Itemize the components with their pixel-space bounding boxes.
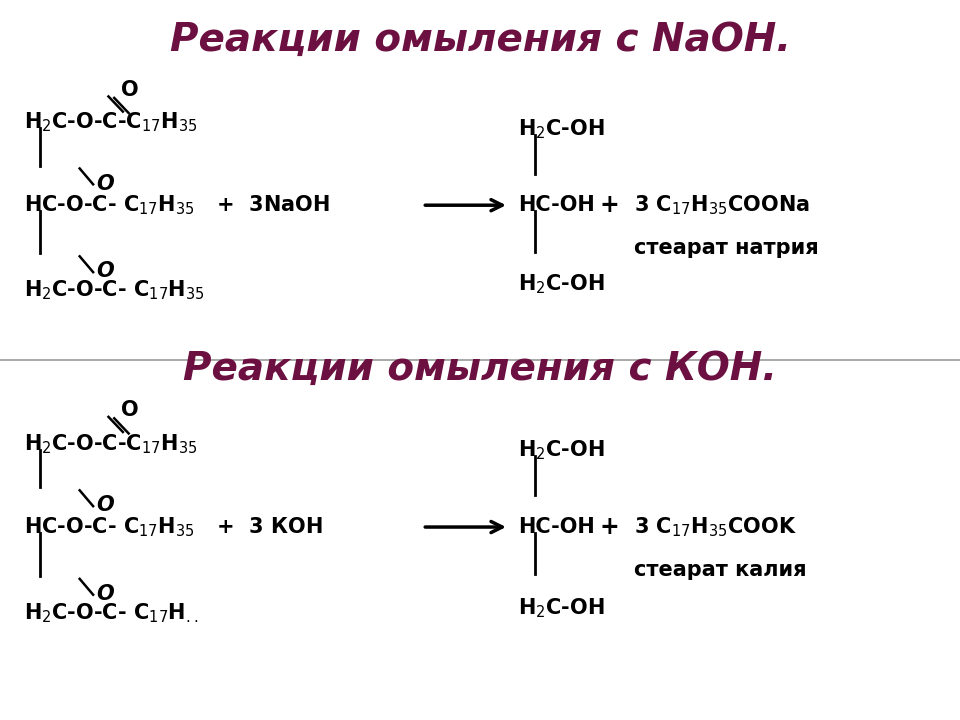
- Text: +: +: [600, 515, 619, 539]
- Text: Реакции омыления с КОН.: Реакции омыления с КОН.: [183, 350, 777, 387]
- Text: H$_2$C-O-C- C$_{17}$H$_{..}$: H$_2$C-O-C- C$_{17}$H$_{..}$: [24, 602, 199, 625]
- Text: O: O: [96, 495, 113, 516]
- Text: стеарат калия: стеарат калия: [634, 560, 806, 580]
- Text: 3 C$_{17}$H$_{35}$COOK: 3 C$_{17}$H$_{35}$COOK: [634, 516, 797, 539]
- Text: HC-OH: HC-OH: [518, 195, 595, 215]
- Text: HC-O-C- C$_{17}$H$_{35}$   +  3 КОН: HC-O-C- C$_{17}$H$_{35}$ + 3 КОН: [24, 516, 323, 539]
- Text: 3 C$_{17}$H$_{35}$COONa: 3 C$_{17}$H$_{35}$COONa: [634, 194, 809, 217]
- Text: HC-OH: HC-OH: [518, 517, 595, 537]
- Text: O: O: [96, 261, 113, 282]
- Text: O: O: [96, 174, 113, 194]
- Text: стеарат натрия: стеарат натрия: [634, 238, 818, 258]
- Text: H$_2$C-OH: H$_2$C-OH: [518, 273, 605, 296]
- Text: Реакции омыления с NaOH.: Реакции омыления с NaOH.: [170, 21, 790, 58]
- Text: +: +: [600, 193, 619, 217]
- Text: H$_2$C-O-C-C$_{17}$H$_{35}$: H$_2$C-O-C-C$_{17}$H$_{35}$: [24, 111, 198, 134]
- Text: H$_2$C-OH: H$_2$C-OH: [518, 438, 605, 462]
- Text: HC-O-C- C$_{17}$H$_{35}$   +  3NaOH: HC-O-C- C$_{17}$H$_{35}$ + 3NaOH: [24, 194, 330, 217]
- Text: H$_2$C-OH: H$_2$C-OH: [518, 597, 605, 620]
- Text: O: O: [96, 584, 113, 604]
- Text: H$_2$C-OH: H$_2$C-OH: [518, 118, 605, 141]
- Text: H$_2$C-O-C- C$_{17}$H$_{35}$: H$_2$C-O-C- C$_{17}$H$_{35}$: [24, 279, 204, 302]
- Text: H$_2$C-O-C-C$_{17}$H$_{35}$: H$_2$C-O-C-C$_{17}$H$_{35}$: [24, 433, 198, 456]
- Text: O: O: [121, 80, 138, 100]
- Text: O: O: [121, 400, 138, 420]
